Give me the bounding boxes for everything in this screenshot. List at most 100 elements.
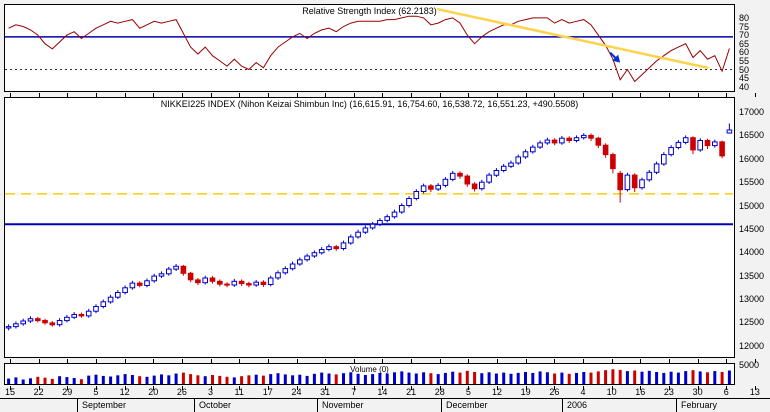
- volume-bar: [524, 372, 527, 384]
- day-tick-label: 21: [406, 387, 417, 397]
- date-axis-divider: [0, 398, 770, 399]
- x-axis-tick: [296, 92, 298, 97]
- volume-bar: [567, 373, 571, 384]
- x-axis-tick: [95, 358, 97, 363]
- y-axis-label: 45: [739, 73, 750, 84]
- month-axis-row: September October November December 2006 Febr…: [0, 399, 770, 412]
- day-tick-label: 30: [692, 387, 703, 397]
- volume-bar: [58, 376, 62, 384]
- candle-body: [566, 137, 573, 142]
- x-axis-tick: [583, 385, 584, 390]
- month-label: 2006: [567, 400, 588, 410]
- volume-plot[interactable]: [5, 364, 733, 384]
- x-axis-tick: [124, 358, 126, 363]
- day-tick-label: 3: [207, 387, 213, 397]
- candle-body: [413, 191, 420, 199]
- candle-body: [675, 141, 682, 149]
- candle-body: [639, 179, 645, 189]
- candle-body: [326, 246, 332, 250]
- x-axis-tick: [554, 358, 556, 363]
- price-plot[interactable]: [5, 98, 733, 357]
- volume-bar: [363, 375, 367, 384]
- volume-bar: [684, 371, 688, 384]
- rsi-line: [8, 15, 730, 83]
- volume-bar: [94, 374, 98, 384]
- volume-panel[interactable]: Volume (0): [4, 363, 735, 385]
- x-axis-tick: [181, 92, 183, 97]
- candle-body: [304, 255, 310, 261]
- candle-body: [682, 137, 689, 143]
- x-axis-tick: [497, 385, 498, 390]
- x-axis-tick: [210, 92, 212, 97]
- x-axis-tick: [10, 385, 11, 390]
- x-axis-tick: [525, 92, 527, 97]
- volume-bar: [145, 376, 149, 384]
- candle-body: [515, 156, 521, 164]
- month-tick: [317, 399, 318, 412]
- x-axis-tick: [640, 385, 642, 390]
- candle-body: [85, 310, 92, 317]
- volume-bar: [298, 374, 302, 384]
- x-axis-tick: [439, 385, 441, 390]
- candle-body: [355, 231, 361, 238]
- price-panel[interactable]: NIKKEI225 INDEX (Nihon Keizai Shimbun In…: [4, 97, 735, 358]
- x-axis-tick: [353, 358, 355, 363]
- rsi-plot[interactable]: [5, 5, 733, 91]
- candle-body: [340, 242, 347, 249]
- x-axis-tick: [554, 92, 556, 97]
- x-axis-tick: [468, 92, 470, 97]
- volume-bar: [487, 372, 491, 384]
- volume-bar: [29, 378, 32, 384]
- volume-bar: [160, 374, 163, 384]
- y-axis-label: 75: [739, 21, 750, 32]
- x-axis-tick: [754, 92, 756, 97]
- volume-bar: [21, 379, 25, 384]
- volume-bar: [87, 375, 91, 384]
- volume-bar: [669, 371, 673, 384]
- day-tick-label: 26: [549, 387, 560, 397]
- y-axis-label: 80: [739, 12, 750, 23]
- volume-bar: [575, 372, 578, 384]
- downtrend-line[interactable]: [436, 8, 709, 70]
- down-arrow-annotation[interactable]: [612, 54, 621, 63]
- volume-bar: [138, 376, 142, 384]
- candle-body: [537, 142, 543, 148]
- rsi-panel[interactable]: Relative Strength Index (62.2183): [4, 4, 735, 92]
- day-axis-row: 15 22 29 5 12 20 26 3 11 17 24 31 7 14 21 28 5 12 19 26 4 10 1…: [0, 387, 770, 398]
- candle-body: [559, 137, 565, 144]
- volume-bar: [473, 372, 477, 384]
- x-tick-strip-dates: [0, 385, 770, 390]
- x-axis-tick: [38, 358, 40, 363]
- x-axis-tick: [468, 385, 470, 390]
- x-axis-tick: [583, 92, 584, 97]
- day-tick-label: 31: [320, 387, 331, 397]
- candle-body: [690, 137, 696, 151]
- volume-bar: [291, 375, 295, 384]
- x-axis-tick: [668, 92, 670, 97]
- candle-body: [428, 185, 434, 190]
- month-tick: [562, 399, 563, 412]
- x-axis-tick: [668, 385, 670, 390]
- candle-body: [202, 277, 208, 284]
- y-axis-label: 12500: [739, 317, 765, 328]
- y-axis-label: 14000: [739, 247, 765, 258]
- month-tick: [441, 399, 442, 412]
- x-axis-tick: [124, 92, 126, 97]
- candle-body: [602, 144, 609, 156]
- volume-bar: [203, 376, 207, 384]
- x-axis-tick: [124, 385, 126, 390]
- volume-bar: [50, 378, 54, 384]
- volume-bar: [269, 374, 273, 384]
- volume-bar: [283, 374, 287, 384]
- volume-bar: [72, 378, 76, 384]
- volume-bar: [560, 372, 564, 384]
- y-axis-label: 40: [739, 81, 750, 92]
- day-tick-label: 7: [351, 387, 357, 397]
- candle-body: [653, 163, 660, 173]
- x-axis-tick: [611, 358, 613, 363]
- candle-body: [668, 147, 674, 156]
- x-axis-tick: [697, 385, 699, 390]
- volume-bar: [691, 370, 695, 384]
- volume-bar: [516, 372, 520, 384]
- volume-bar: [407, 372, 411, 384]
